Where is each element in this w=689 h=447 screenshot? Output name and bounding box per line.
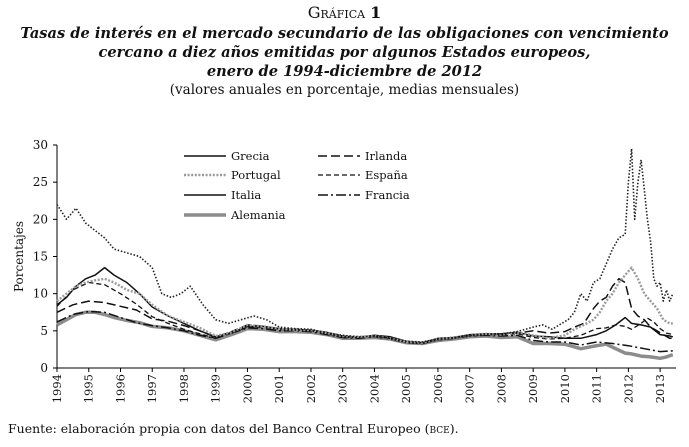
series-line-portugal — [56, 266, 673, 344]
legend-label-grecia: Grecia — [231, 149, 270, 163]
x-tick-label: 2003 — [336, 374, 350, 403]
series-line-irlanda — [56, 278, 673, 345]
legend-label-alemania: Alemania — [230, 208, 286, 222]
y-axis-label: Porcentajes — [12, 221, 26, 292]
series-line-francia — [56, 310, 673, 353]
x-tick-label: 2006 — [431, 374, 445, 403]
y-tick-label: 20 — [33, 212, 48, 226]
x-tick-label: 2001 — [272, 374, 286, 403]
y-tick-label: 10 — [33, 287, 48, 301]
x-tick-label: 2012 — [621, 374, 635, 403]
x-tick-label: 2011 — [590, 374, 604, 403]
x-tick-label: 2013 — [653, 374, 667, 403]
figure-label-number: 1 — [370, 3, 382, 22]
y-tick-label: 0 — [40, 361, 48, 375]
x-tick-label: 2002 — [304, 374, 318, 403]
x-tick-label: 2000 — [240, 374, 254, 403]
x-tick-label: 1994 — [50, 374, 64, 403]
legend-label-irlanda: Irlanda — [365, 149, 407, 163]
series-line-italia — [56, 266, 673, 344]
source-suffix: ). — [449, 421, 459, 436]
source-note: Fuente: elaboración propia con datos del… — [8, 421, 459, 436]
x-tick-label: 1997 — [145, 374, 159, 403]
source-abbr: bce — [429, 421, 450, 436]
x-tick-label: 1999 — [209, 374, 223, 403]
x-tick-label: 2008 — [494, 374, 508, 403]
x-tick-label: 1995 — [82, 374, 96, 403]
x-tick-label: 1998 — [177, 374, 191, 403]
y-tick-label: 25 — [33, 175, 48, 189]
y-tick-label: 5 — [40, 324, 48, 338]
x-tick-label: 2010 — [558, 374, 572, 403]
x-tick-label: 2009 — [526, 374, 540, 403]
x-tick-label: 1996 — [113, 374, 127, 403]
legend-label-portugal: Portugal — [231, 168, 281, 182]
legend-label-espana: España — [365, 168, 408, 182]
x-tick-label: 2004 — [367, 374, 381, 403]
series-line-espana — [56, 281, 673, 345]
figure-label: Gráfica 1 — [0, 2, 689, 24]
y-tick-label: 15 — [33, 250, 48, 264]
legend-label-francia: Francia — [365, 188, 410, 202]
chart-title-line-2: cercano a diez años emitidas por algunos… — [98, 44, 591, 61]
x-tick-label: 2005 — [399, 374, 413, 403]
x-tick-label: 2007 — [463, 374, 477, 403]
figure-label-word: Gráfica — [307, 3, 366, 22]
title-block: Gráfica 1 Tasas de interés en el mercado… — [0, 2, 689, 99]
legend-label-italia: Italia — [231, 188, 261, 202]
y-tick-label: 30 — [33, 138, 48, 152]
source-prefix: Fuente: elaboración propia con datos del… — [8, 421, 430, 436]
chart-title-line-1: Tasas de interés en el mercado secundari… — [20, 25, 669, 42]
chart-title-line-3: enero de 1994-diciembre de 2012 — [206, 63, 483, 80]
chart-subtitle: (valores anuales en porcentaje, medias m… — [169, 82, 520, 98]
